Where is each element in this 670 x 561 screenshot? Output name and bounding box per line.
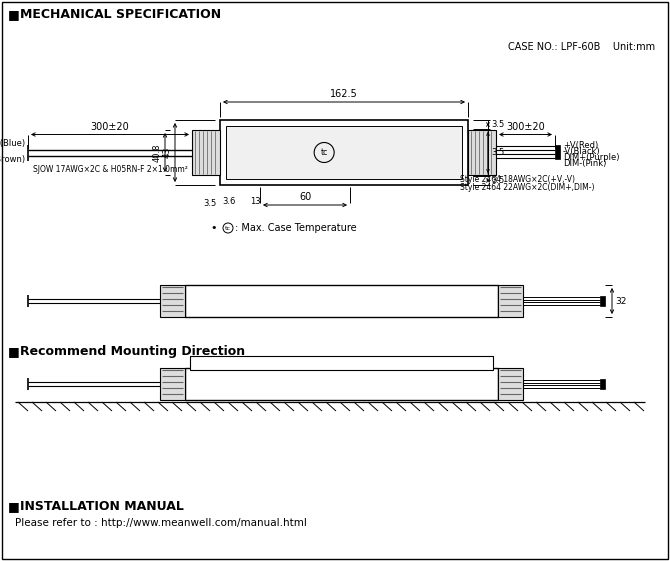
Text: 300±20: 300±20: [90, 122, 129, 131]
Text: : Max. Case Temperature: : Max. Case Temperature: [235, 223, 356, 233]
Text: ■: ■: [8, 500, 19, 513]
Text: 3.5: 3.5: [204, 199, 216, 208]
Text: ■: ■: [8, 8, 19, 21]
Bar: [192, 130, 220, 175]
Text: SJOW 17AWG×2C & H05RN-F 2×1.0mm²: SJOW 17AWG×2C & H05RN-F 2×1.0mm²: [33, 164, 188, 173]
Bar: [190, 356, 493, 370]
Bar: [185, 368, 498, 400]
Text: ■: ■: [8, 345, 19, 358]
Bar: [600, 379, 605, 389]
Text: Recommend Mounting Direction: Recommend Mounting Direction: [20, 345, 245, 358]
Text: AC/N(Blue): AC/N(Blue): [0, 139, 26, 148]
Text: 3.5: 3.5: [491, 148, 505, 157]
Text: Please refer to : http://www.meanwell.com/manual.html: Please refer to : http://www.meanwell.co…: [15, 518, 307, 528]
Text: +V(Red): +V(Red): [563, 141, 598, 150]
Text: CASE NO.: LPF-60B    Unit:mm: CASE NO.: LPF-60B Unit:mm: [508, 42, 655, 52]
Text: INSTALLATION MANUAL: INSTALLATION MANUAL: [20, 500, 184, 513]
Bar: [498, 285, 523, 317]
Bar: [160, 285, 185, 317]
Text: -V(Black): -V(Black): [563, 147, 600, 156]
Text: 60: 60: [299, 192, 311, 202]
Text: 40.8: 40.8: [153, 143, 162, 162]
Text: 300±20: 300±20: [506, 122, 545, 131]
Text: 3.5: 3.5: [491, 176, 505, 185]
Text: DIM+(Purple): DIM+(Purple): [563, 153, 620, 162]
Text: Style 2464 18AWG×2C(+V,-V): Style 2464 18AWG×2C(+V,-V): [460, 174, 575, 183]
Text: Style 2464 22AWG×2C(DIM+,DIM-): Style 2464 22AWG×2C(DIM+,DIM-): [460, 182, 594, 191]
Text: DIM-(Pink): DIM-(Pink): [563, 159, 606, 168]
Text: AC/L(Brown): AC/L(Brown): [0, 154, 26, 163]
Text: 13: 13: [250, 197, 261, 206]
Text: MECHANICAL SPECIFICATION: MECHANICAL SPECIFICATION: [20, 8, 221, 21]
Text: •: •: [210, 223, 216, 233]
Text: 162.5: 162.5: [330, 89, 358, 99]
Text: 3.6: 3.6: [222, 197, 235, 206]
Bar: [468, 130, 496, 175]
Bar: [185, 285, 498, 317]
Bar: [220, 120, 468, 185]
Text: tc: tc: [225, 226, 231, 231]
Text: 43: 43: [163, 147, 172, 158]
Text: 32: 32: [615, 297, 626, 306]
Bar: [160, 368, 185, 400]
Bar: [600, 296, 605, 306]
Bar: [555, 145, 560, 159]
Text: tc: tc: [320, 148, 328, 157]
Text: 3.5: 3.5: [491, 120, 505, 129]
Bar: [498, 368, 523, 400]
Bar: [226, 126, 462, 179]
